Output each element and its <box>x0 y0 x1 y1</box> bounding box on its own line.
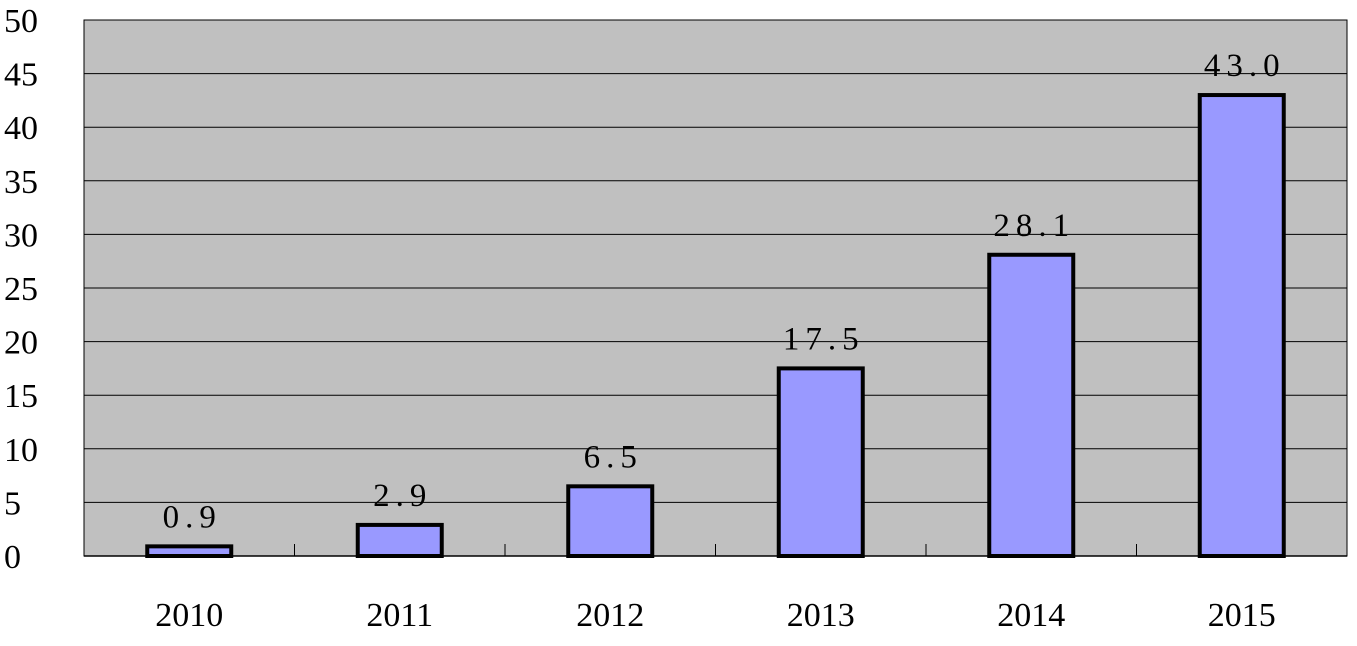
y-tick-label: 35 <box>4 164 38 201</box>
x-tick-label: 2010 <box>155 597 223 634</box>
bars <box>145 93 1286 559</box>
bar-2013 <box>776 366 865 558</box>
data-labels: 0.9 2.9 6.5 17.5 28.1 43.0 <box>163 48 1286 535</box>
y-tick-label: 10 <box>4 432 38 469</box>
x-tick-marks <box>294 544 1137 556</box>
x-tick-label: 2012 <box>576 597 644 634</box>
y-tick-label: 45 <box>4 57 38 94</box>
x-tick-label: 2015 <box>1208 597 1276 634</box>
y-tick-label: 25 <box>4 271 38 308</box>
data-label: 0.9 <box>163 499 222 535</box>
y-tick-label: 40 <box>4 110 38 147</box>
bar-2010 <box>145 544 234 558</box>
y-tick-label: 50 <box>4 3 38 40</box>
x-tick-label: 2014 <box>997 597 1065 634</box>
data-label: 6.5 <box>584 439 643 475</box>
x-tick-label: 2011 <box>366 597 433 634</box>
data-label: 43.0 <box>1204 48 1286 84</box>
y-tick-label: 15 <box>4 378 38 415</box>
y-tick-label: 5 <box>4 485 21 522</box>
bar-2012 <box>566 484 655 559</box>
bar-2014 <box>987 252 1076 558</box>
data-label: 2.9 <box>373 478 432 514</box>
bar-2015 <box>1197 93 1286 558</box>
data-label: 17.5 <box>783 321 865 357</box>
x-tick-labels: 2010 2011 2012 2013 2014 2015 <box>155 597 1276 634</box>
y-tick-label: 20 <box>4 325 38 362</box>
x-tick-label: 2013 <box>787 597 855 634</box>
data-label: 28.1 <box>993 208 1075 244</box>
y-tick-labels: 0 5 10 15 20 25 30 35 40 45 50 <box>4 3 38 576</box>
bar-2011 <box>355 522 444 558</box>
y-tick-label: 0 <box>4 539 21 576</box>
y-tick-label: 30 <box>4 217 38 254</box>
